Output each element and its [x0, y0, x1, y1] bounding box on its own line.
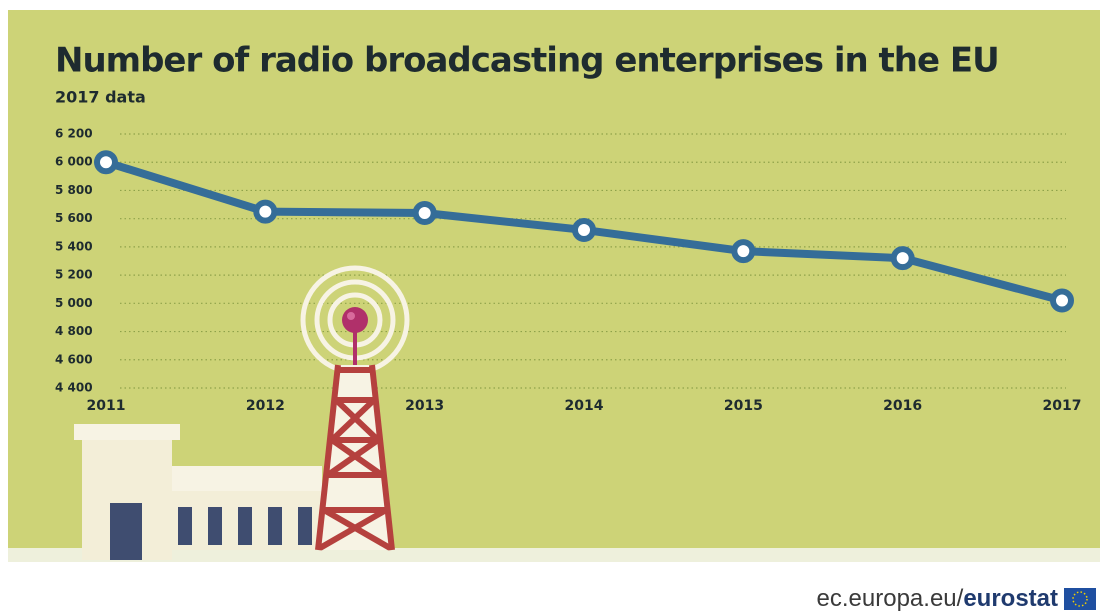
x-tick-label: 2012: [246, 398, 285, 414]
y-tick-label: 4 800: [55, 324, 93, 338]
y-tick-label: 5 000: [55, 296, 93, 310]
background: [8, 10, 1100, 550]
data-point: [731, 239, 756, 264]
data-point: [412, 201, 437, 226]
y-tick-label: 5 400: [55, 239, 93, 253]
footer-source: ec.europa.eu/eurostat: [817, 585, 1058, 612]
data-point: [572, 217, 596, 242]
y-tick-label: 6 000: [55, 155, 93, 169]
chart-subtitle: 2017 data: [55, 88, 146, 107]
x-tick-label: 2013: [405, 398, 444, 414]
plot-area: 4 400 4 600 4 800 5 000 5 200 5 400 5 600 5 800…: [55, 127, 1081, 415]
x-tick-label: 2017: [1043, 398, 1082, 414]
x-tick-label: 2016: [883, 398, 922, 414]
y-tick-label: 6 200: [55, 127, 93, 141]
eu-flag: [1064, 588, 1096, 610]
y-tick-label: 5 200: [55, 268, 93, 282]
data-point: [1050, 288, 1074, 313]
chart-title: Number of radio broadcasting enterprises…: [55, 41, 999, 81]
data-point: [890, 246, 915, 271]
ground: [8, 548, 1100, 562]
x-tick-label: 2015: [724, 398, 763, 414]
data-point: [94, 150, 118, 175]
y-tick-label: 4 600: [55, 352, 93, 366]
data-point: [253, 199, 278, 224]
y-tick-label: 5 800: [55, 183, 93, 197]
x-tick-label: 2014: [565, 398, 604, 414]
footer-site: ec.europa.eu/: [817, 585, 964, 612]
y-tick-label: 5 600: [55, 211, 93, 225]
y-tick-label: 4 400: [55, 381, 93, 395]
footer-brand: eurostat: [963, 585, 1058, 612]
illustration: [74, 265, 410, 560]
x-tick-label: 2011: [87, 398, 126, 414]
eu-stars: [1072, 591, 1088, 607]
